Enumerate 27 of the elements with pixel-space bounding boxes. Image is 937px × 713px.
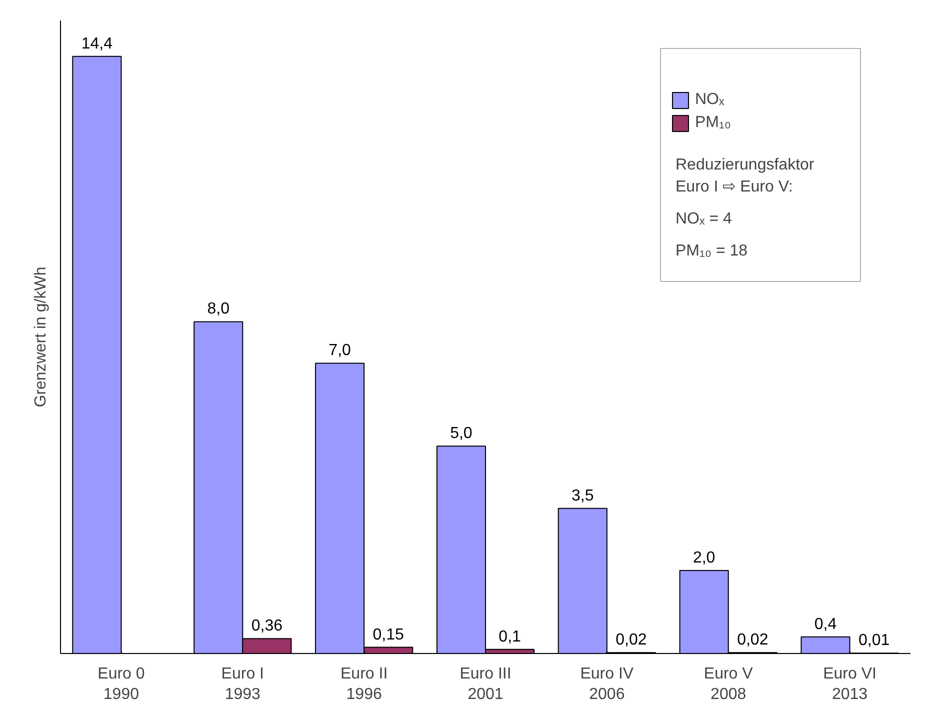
annotation: Euro I ⇨ Euro V: xyxy=(676,178,793,196)
data-label: 3,5 xyxy=(572,487,594,504)
data-label: 2,0 xyxy=(692,550,716,567)
data-label: 0,1 xyxy=(498,628,522,646)
x-tick-label: Euro III 2001 xyxy=(460,666,512,703)
data-label: 5,0 xyxy=(450,425,472,442)
legend-label: PM₁₀ xyxy=(695,114,732,132)
data-label: 14,4 xyxy=(81,35,113,52)
x-tick-label: Euro I 1993 xyxy=(221,666,264,703)
annotation: PM₁₀ = 18 xyxy=(676,242,748,260)
data-label: 0,15 xyxy=(372,626,404,644)
data-label: 7,0 xyxy=(328,342,352,360)
data-label: 0,02 xyxy=(616,632,647,649)
x-tick-label: Euro V 2008 xyxy=(704,666,754,703)
data-label: 0,36 xyxy=(251,618,283,635)
x-tick-label: Euro IV 2006 xyxy=(580,666,634,703)
data-label: 0,4 xyxy=(814,616,837,633)
x-tick-label: Euro 0 1990 xyxy=(98,666,145,703)
data-label: 0,02 xyxy=(737,632,768,649)
x-tick-label: Euro VI 2013 xyxy=(823,666,876,703)
annotation: NOₓ = 4 xyxy=(676,210,732,228)
data-label: 8,0 xyxy=(207,300,230,318)
legend-label: NOₓ xyxy=(695,91,724,109)
x-tick-label: Euro II 1996 xyxy=(340,666,388,703)
data-label: 0,01 xyxy=(858,632,890,650)
y-axis-title: Grenzwert in g/kWh xyxy=(32,266,50,408)
annotation: Reduzierungsfaktor xyxy=(676,156,815,174)
